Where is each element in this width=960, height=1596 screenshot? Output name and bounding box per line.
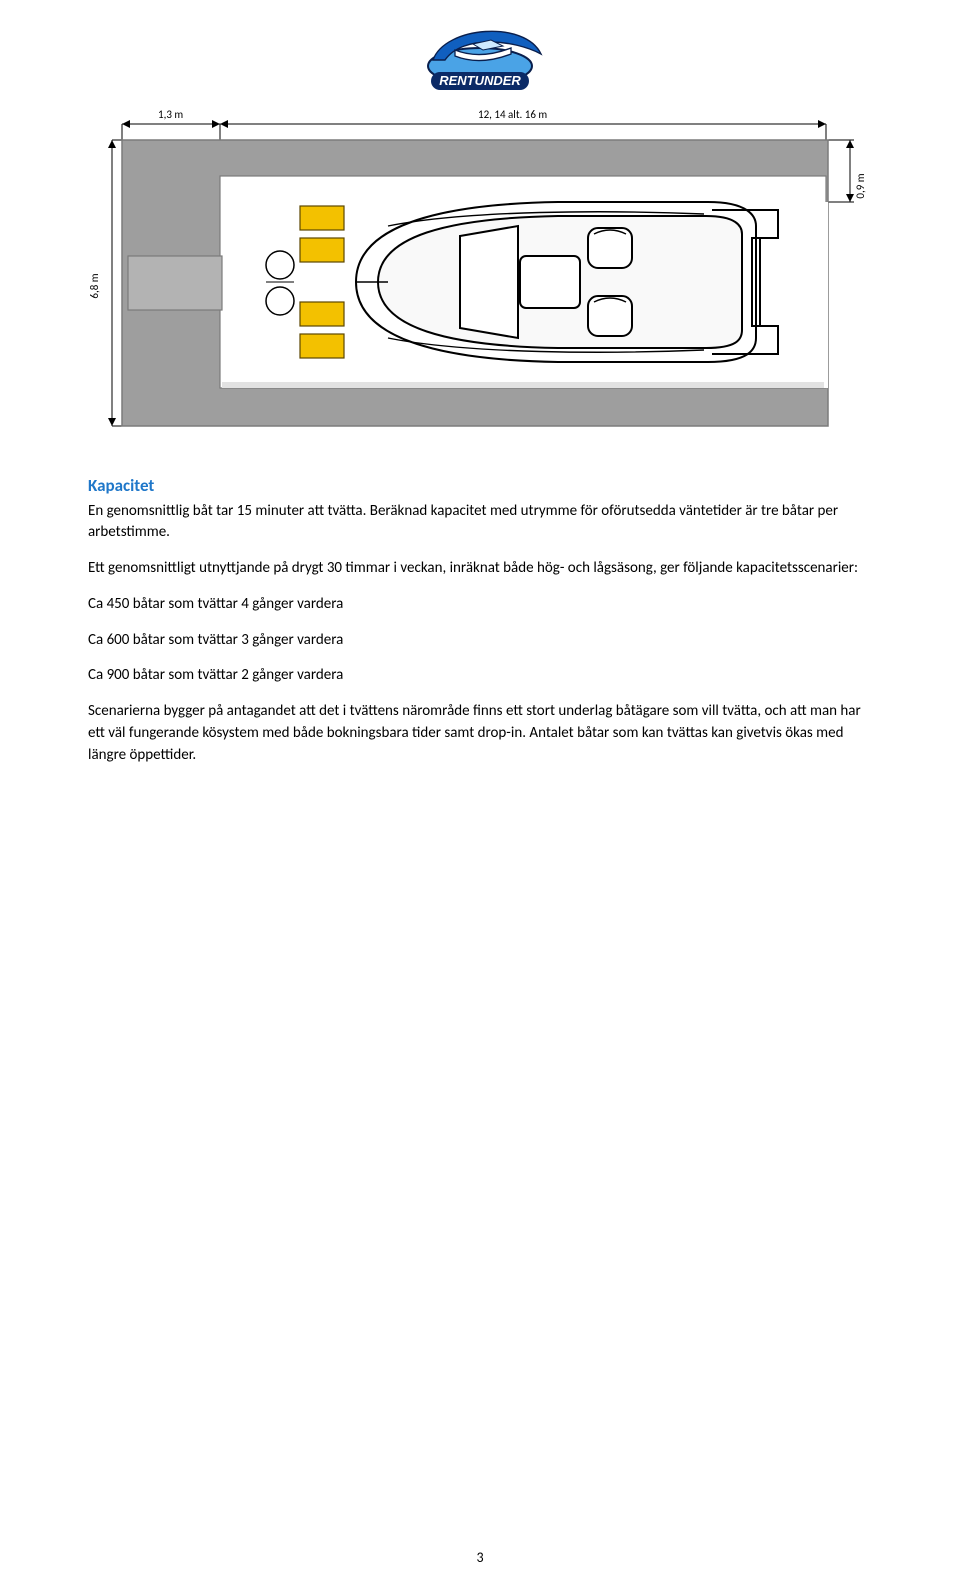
dim-left-width-label: 1,3 m [158, 108, 183, 121]
dock-diagram: 1,3 m 12, 14 alt. 16 m 0,9 m [88, 106, 872, 430]
page-number: 3 [0, 1548, 960, 1568]
boat-console [520, 256, 580, 308]
left-dimension-group: 6,8 m [88, 140, 122, 426]
top-dimension-group: 1,3 m 12, 14 alt. 16 m [122, 108, 826, 140]
paragraph-scenarios-lead: Ett genomsnittligt utnyttjande på drygt … [88, 558, 872, 580]
scenario-line: Ca 900 båtar som tvättar 2 gånger varder… [88, 665, 872, 687]
logo-text: RENTUNDER [439, 73, 521, 88]
boat-windshield [460, 226, 518, 338]
scenario-line: Ca 600 båtar som tvättar 3 gånger varder… [88, 630, 872, 652]
brush-segment [300, 334, 344, 358]
paragraph-intro: En genomsnittlig båt tar 15 minuter att … [88, 501, 872, 545]
right-dimension-group: 0,9 m [826, 140, 867, 202]
paragraph-conclusion: Scenarierna bygger på antagandet att det… [88, 701, 872, 766]
brush-segment [300, 238, 344, 262]
dim-main-width-label: 12, 14 alt. 16 m [478, 108, 547, 121]
dim-total-height-label: 6,8 m [88, 273, 101, 298]
scenario-line: Ca 450 båtar som tvättar 4 gånger varder… [88, 594, 872, 616]
section-heading: Kapacitet [88, 474, 872, 499]
boat [356, 202, 778, 362]
brush-segment [300, 302, 344, 326]
dock-opening [824, 202, 828, 388]
dock-entry-block [128, 256, 222, 310]
brand-logo: RENTUNDER [415, 20, 545, 98]
brush-segment [300, 206, 344, 230]
logo-container: RENTUNDER [88, 20, 872, 98]
dock-diagram-svg: 1,3 m 12, 14 alt. 16 m 0,9 m [88, 106, 872, 430]
dock-bay-shadow [222, 382, 826, 388]
logo-svg: RENTUNDER [415, 20, 545, 98]
dim-right-height-label: 0,9 m [854, 173, 867, 198]
page: RENTUNDER 1,3 m 12, 14 alt. 16 m [0, 0, 960, 1596]
